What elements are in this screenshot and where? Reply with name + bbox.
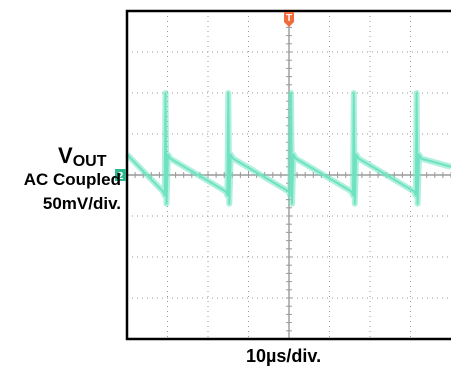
channel-2-marker: 2 [115, 169, 126, 182]
channel-label-sub: OUT [72, 153, 107, 170]
trigger-marker-shape [284, 12, 294, 27]
trigger-marker: T [284, 12, 294, 27]
channel-label: VOUT [58, 144, 106, 174]
channel-marker-box [115, 169, 126, 181]
trace-line [126, 92, 451, 205]
grid [126, 10, 451, 340]
coupling-label: AC Coupled [23, 170, 121, 189]
vertical-scale-label: 50mV/div. [42, 194, 121, 213]
horizontal-scale-label: 10µs/div. [246, 346, 322, 366]
channel-marker-text: 2 [118, 171, 124, 182]
trigger-marker-text: T [286, 13, 292, 24]
channel-label-main: V [58, 143, 73, 168]
trace-vout [124, 90, 451, 207]
plot-frame [125, 9, 451, 341]
trace-band [124, 90, 451, 207]
